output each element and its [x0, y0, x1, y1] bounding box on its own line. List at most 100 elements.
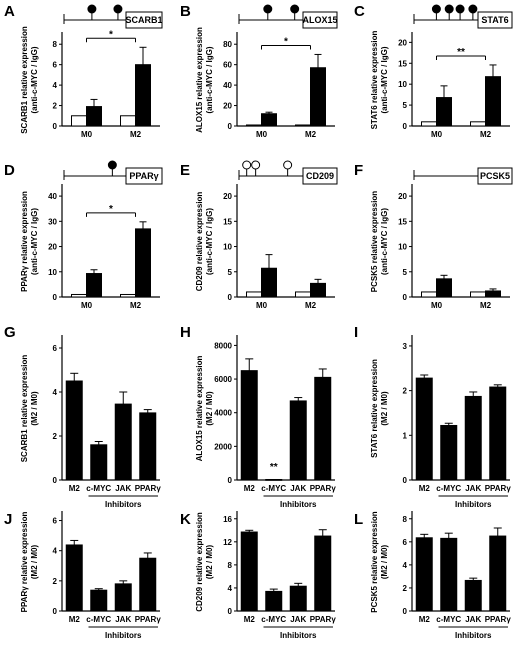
y-tick-label: 5	[403, 268, 408, 277]
gene-name: ALOX15	[302, 15, 337, 25]
y-tick-label: 6	[403, 538, 408, 547]
bar-m2-white	[295, 291, 311, 298]
y-axis-subtitle: (anti-c-MYC / IgG)	[30, 208, 39, 275]
x-category-label: M0	[431, 301, 443, 310]
x-category-label: JAK	[465, 615, 481, 624]
gene-box	[477, 11, 513, 29]
y-axis-label: ALOX15 relative expression (M2 / M0)	[195, 355, 214, 461]
cpg-site-filled	[431, 4, 441, 14]
y-tick-label: 4	[228, 584, 233, 593]
bar-ppar	[139, 557, 157, 612]
y-axis-title: STAT6 relative expression	[370, 30, 379, 129]
panel-letter: C	[354, 3, 365, 20]
y-axis-label: PCSK5 relative expression (anti-c-MYC / I…	[370, 191, 389, 292]
y-tick-label: 80	[223, 40, 232, 49]
bar-jak	[289, 585, 307, 612]
y-tick-label: 6	[53, 61, 58, 70]
bar-ppar	[314, 376, 332, 481]
x-category-label: c-MYC	[86, 615, 111, 624]
y-tick-label: 4	[53, 547, 58, 556]
panel-l: L PCSK5 relative expression (M2 / M0) 0 2 4 6 8…	[354, 511, 511, 640]
x-category-label: M0	[256, 130, 268, 139]
panel-letter: J	[4, 511, 12, 528]
bar-cmyc	[440, 537, 458, 612]
promoter-diagram: CD209	[238, 160, 338, 185]
gene-name: STAT6	[481, 15, 508, 25]
y-axis-subtitle: (anti-c-MYC / IgG)	[30, 46, 39, 113]
x-category-label: M0	[256, 301, 268, 310]
panel-j: J PPARγ relative expression (M2 / M0) 0 2 4 6 M…	[4, 511, 161, 640]
y-axis-title: SCARB1 relative expression	[20, 355, 29, 463]
y-tick-label: 20	[48, 243, 57, 252]
y-tick-label: 2	[53, 102, 58, 111]
x-category-label: PPARγ	[135, 484, 162, 493]
panel-letter: L	[354, 511, 363, 528]
y-axis-label: SCARB1 relative expression (anti-c-MYC / …	[20, 26, 39, 134]
bar-m2-black	[485, 290, 501, 298]
y-tick-label: 10	[398, 80, 407, 89]
x-category-label: PPARγ	[310, 615, 337, 624]
panel-d: D PPARγ relative expression (anti-c-MYC / …	[4, 160, 163, 310]
bar-m0-black	[261, 267, 277, 298]
y-tick-label: 15	[398, 59, 407, 68]
bar-cmyc	[90, 444, 108, 481]
panel-letter: K	[180, 511, 191, 528]
bar-m0-black	[436, 97, 452, 127]
y-tick-label: 1	[403, 431, 408, 440]
significance-stars: **	[270, 599, 278, 610]
y-tick-label: 0	[228, 293, 233, 302]
y-tick-label: 0	[228, 476, 233, 485]
x-category-label: PPARγ	[135, 615, 162, 624]
significance-stars: **	[457, 47, 465, 58]
y-tick-label: 0	[403, 122, 408, 131]
bar-jak	[114, 403, 132, 481]
gene-box	[302, 11, 338, 29]
cpg-site-filled	[113, 4, 123, 14]
bar-m0-black	[261, 113, 277, 127]
bar-jak	[289, 400, 307, 481]
y-tick-label: 60	[223, 61, 232, 70]
bar-jak	[114, 583, 132, 612]
promoter-diagram: SCARB1	[63, 4, 163, 29]
x-category-label: M2	[69, 615, 81, 624]
y-tick-label: 0	[403, 607, 408, 616]
x-category-label: c-MYC	[436, 615, 461, 624]
y-tick-label: 8000	[214, 341, 232, 350]
bar-m2-white	[470, 291, 486, 298]
y-tick-label: 0	[403, 293, 408, 302]
panel-letter: G	[4, 324, 16, 341]
promoter-diagram: STAT6	[413, 4, 513, 29]
panel-letter: B	[180, 3, 191, 20]
bar-m2	[415, 537, 433, 612]
y-tick-label: 20	[398, 192, 407, 201]
bar-m0-white	[421, 121, 437, 127]
y-axis-label: STAT6 relative expression (anti-c-MYC / I…	[370, 30, 389, 129]
y-axis-title: STAT6 relative expression	[370, 359, 379, 458]
y-tick-label: 4000	[214, 409, 232, 418]
panel-letter: E	[180, 162, 190, 179]
significance-stars: *	[284, 36, 288, 47]
y-tick-label: 20	[223, 102, 232, 111]
gene-name: SCARB1	[125, 15, 162, 25]
significance-stars: **	[95, 453, 103, 464]
panel-letter: H	[180, 324, 191, 341]
bar-m0-black	[436, 278, 452, 298]
y-tick-label: 20	[223, 192, 232, 201]
y-axis-label: SCARB1 relative expression (M2 / M0)	[20, 355, 39, 463]
x-category-label: JAK	[465, 484, 481, 493]
y-tick-label: 8	[53, 40, 58, 49]
significance-stars: *	[109, 204, 113, 215]
inhibitors-label: Inhibitors	[455, 631, 492, 640]
bar-m2-black	[310, 67, 326, 127]
y-tick-label: 2	[403, 387, 408, 396]
y-axis-label: STAT6 relative expression (M2 / M0)	[370, 359, 389, 458]
y-tick-label: 5	[403, 101, 408, 110]
x-category-label: M2	[480, 301, 492, 310]
x-category-label: JAK	[290, 484, 306, 493]
y-axis-label: PPARγ relative expression (anti-c-MYC / I…	[20, 191, 39, 292]
bar-m2-black	[135, 228, 151, 298]
y-axis-subtitle: (M2 / M0)	[380, 391, 389, 426]
y-tick-label: 6000	[214, 375, 232, 384]
y-tick-label: 16	[223, 515, 232, 524]
